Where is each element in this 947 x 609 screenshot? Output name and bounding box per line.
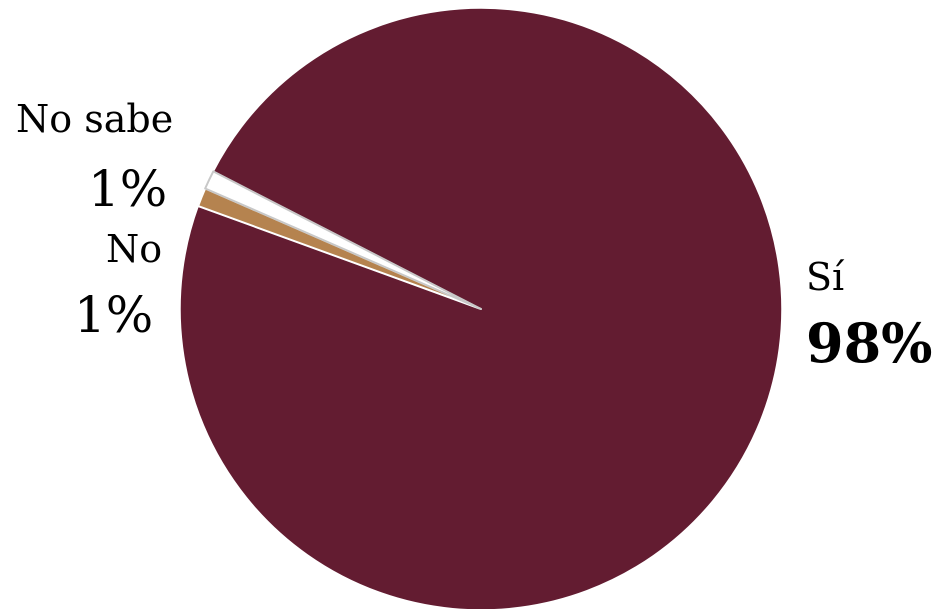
slice-value-no-sabe: 1%	[88, 160, 168, 218]
slice-value-no: 1%	[74, 286, 154, 344]
slice-no-sabe	[204, 170, 482, 310]
slice-value-si: 98%	[806, 311, 933, 375]
slice-label-no-sabe: No sabe	[16, 97, 174, 141]
slice-label-no: No	[106, 227, 163, 271]
slice-label-si: Sí	[806, 255, 845, 299]
